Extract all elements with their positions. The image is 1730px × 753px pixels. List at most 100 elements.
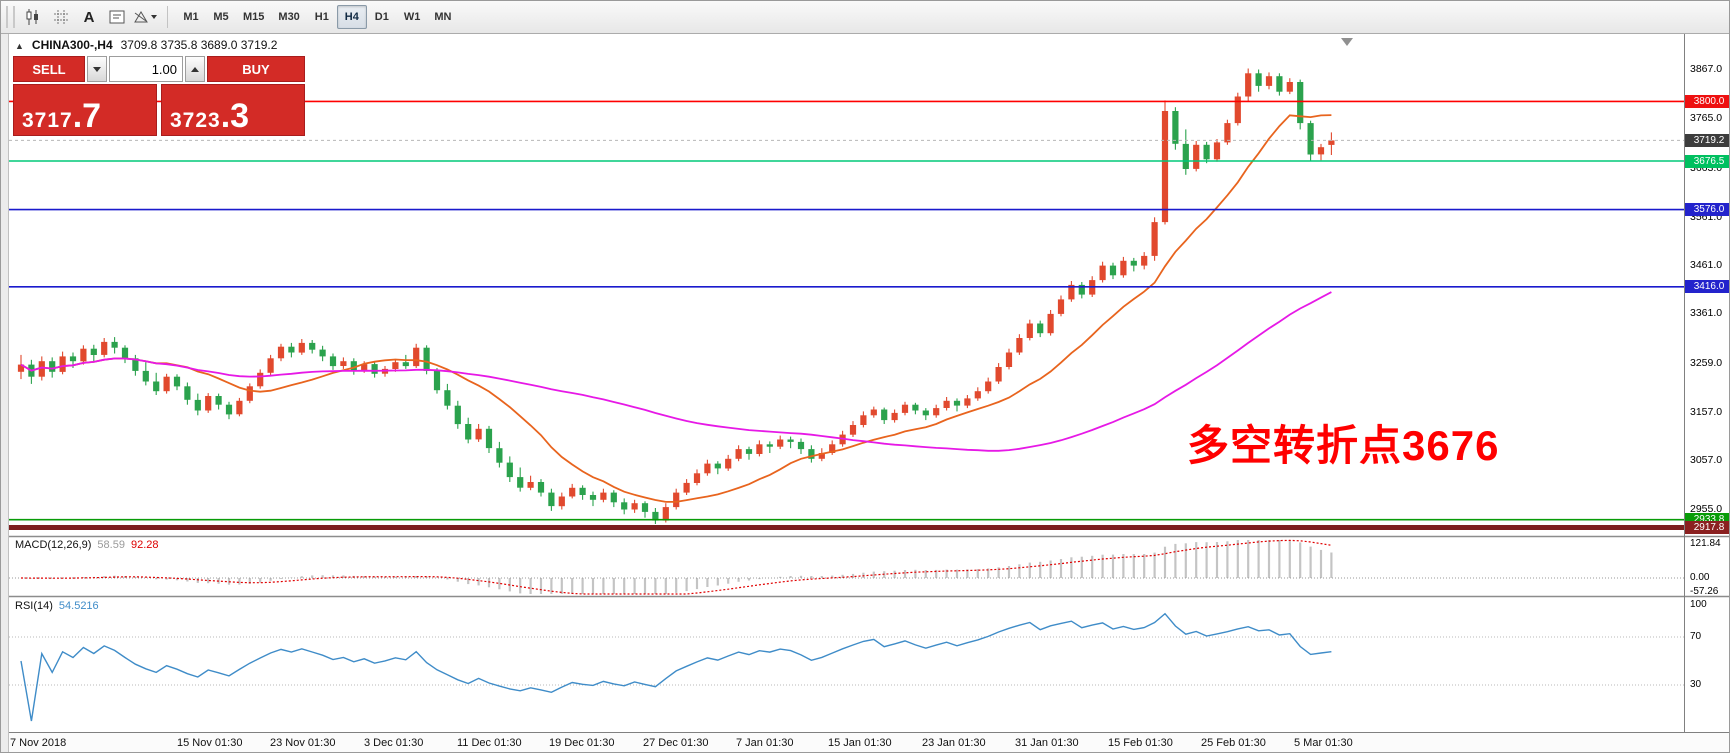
drawing-tools-dropdown-icon[interactable] — [131, 4, 159, 30]
candle-body — [964, 398, 971, 406]
timeframe-h1-button[interactable]: H1 — [307, 5, 337, 29]
candle-body — [1203, 144, 1210, 160]
candle-body — [860, 415, 867, 425]
candle-body — [485, 428, 493, 449]
time-axis-label: 7 Jan 01:30 — [736, 737, 794, 749]
timeframe-h4-button[interactable]: H4 — [336, 5, 367, 29]
buy-button[interactable]: BUY — [207, 56, 305, 82]
macd-axis-label: 121.84 — [1690, 538, 1721, 549]
candle-body — [704, 463, 711, 474]
candle-body — [80, 348, 87, 362]
candle-body — [1234, 96, 1241, 124]
timeframe-d1-button[interactable]: D1 — [367, 5, 397, 29]
sell-button[interactable]: SELL — [13, 56, 85, 82]
candle-body — [1224, 123, 1231, 143]
candle-body — [465, 424, 472, 440]
chart-shift-marker[interactable] — [1341, 38, 1353, 46]
candle-body — [1265, 76, 1273, 86]
chart-text-annotation[interactable]: 多空转折点3676 — [1187, 422, 1500, 469]
candle-body — [912, 404, 919, 411]
macd-label: MACD(12,26,9) 58.59 92.28 — [15, 539, 158, 551]
candle-body — [101, 341, 108, 355]
sell-price-display[interactable]: 3717 .7 — [13, 84, 157, 136]
timeframe-m15-button[interactable]: M15 — [236, 5, 271, 29]
candle-body — [641, 503, 649, 512]
rsi-line — [20, 612, 1332, 722]
candle-body — [340, 361, 347, 366]
grid-icon[interactable] — [47, 4, 75, 30]
price-tag-3576.0: 3576.0 — [1685, 203, 1729, 217]
timeframe-w1-button[interactable]: W1 — [397, 5, 428, 29]
chart-canvas[interactable] — [9, 34, 1730, 753]
rsi-axis-label: 30 — [1690, 679, 1702, 690]
candle-body — [1307, 123, 1314, 155]
timeframe-m5-button[interactable]: M5 — [206, 5, 236, 29]
volume-decrease-button[interactable] — [87, 56, 107, 82]
time-axis-label: 5 Mar 01:30 — [1294, 737, 1353, 749]
candle-body — [662, 507, 669, 521]
one-click-trade-panel: SELL BUY 3717 .7 3723 .3 — [13, 56, 305, 136]
time-axis-label: 15 Nov 01:30 — [177, 737, 243, 749]
candle-body — [1141, 255, 1148, 266]
candle-body — [413, 347, 420, 367]
volume-increase-button[interactable] — [185, 56, 205, 82]
time-axis-label: 7 Nov 2018 — [10, 737, 67, 749]
volume-input[interactable] — [109, 56, 183, 82]
price-axis-label: 3057.0 — [1690, 454, 1723, 467]
candlestick-glyph — [26, 9, 38, 25]
timeframe-m30-button[interactable]: M30 — [271, 5, 306, 29]
candle-body — [1245, 73, 1252, 97]
candle-body — [1182, 143, 1189, 169]
macd-value-signal: 92.28 — [130, 539, 159, 551]
candle-body — [319, 349, 326, 357]
candle-body — [881, 409, 888, 421]
candle-body — [257, 372, 264, 387]
dropdown-caret-icon — [151, 15, 157, 19]
trade-controls-row: SELL BUY — [13, 56, 305, 82]
candle-body — [652, 511, 659, 521]
candle-body — [225, 404, 233, 415]
candle-body — [402, 362, 409, 367]
candle-body — [569, 487, 576, 497]
price-axis-label: 3461.0 — [1690, 259, 1723, 272]
candle-body — [735, 449, 742, 459]
candle-body — [901, 404, 909, 413]
candlestick-chart-icon[interactable] — [19, 4, 47, 30]
time-axis[interactable]: 7 Nov 2018 15 Nov 01:30 23 Nov 01:30 3 Dec … — [9, 732, 1729, 752]
grid-glyph — [54, 10, 68, 24]
candle-body — [153, 381, 160, 392]
text-box-glyph — [109, 10, 125, 24]
candle-body — [236, 400, 243, 415]
candle-body — [537, 482, 545, 493]
toolbar-separator — [167, 6, 168, 28]
symbol-title: CHINA300-,H4 — [31, 38, 113, 52]
time-axis-label: 3 Dec 01:30 — [364, 737, 424, 749]
timeframe-mn-button[interactable]: MN — [427, 5, 458, 29]
sell-price-main: 3717 — [22, 109, 73, 132]
text-label-icon[interactable]: A — [75, 4, 103, 30]
toolbar-grip[interactable] — [6, 6, 15, 28]
candle-body — [693, 473, 701, 483]
timeframe-m1-button[interactable]: M1 — [176, 5, 206, 29]
candle-body — [829, 444, 836, 453]
candle-body — [1005, 352, 1013, 367]
price-axis-label: 3765.0 — [1690, 112, 1723, 125]
ma-fast-line — [20, 114, 1332, 503]
candle-body — [90, 348, 97, 355]
candle-body — [163, 376, 170, 392]
candle-body — [205, 396, 212, 411]
candle-body — [1026, 323, 1033, 338]
rsi-value: 54.5216 — [58, 600, 99, 612]
buy-price-display[interactable]: 3723 .3 — [161, 84, 305, 136]
candle-body — [49, 361, 56, 372]
candle-body — [985, 381, 992, 392]
candle-body — [1297, 82, 1304, 124]
time-axis-label: 31 Jan 01:30 — [1015, 737, 1079, 749]
macd-name: MACD(12,26,9) — [15, 539, 92, 551]
candle-body — [309, 342, 316, 350]
candle-body — [818, 453, 825, 459]
candle-body — [121, 347, 129, 359]
candle-body — [1057, 299, 1065, 314]
text-box-icon[interactable] — [103, 4, 131, 30]
buy-price-fraction: .3 — [220, 97, 250, 136]
